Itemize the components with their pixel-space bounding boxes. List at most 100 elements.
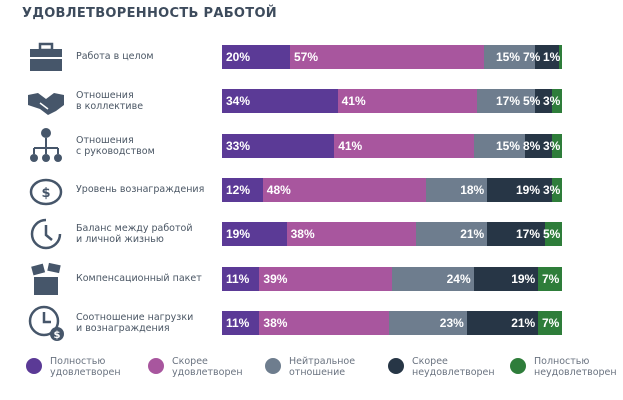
data-label: 48% (266, 183, 291, 197)
data-label: 12% (226, 183, 251, 197)
legend-label: Скорее неудовлетворен (412, 356, 495, 378)
legend-swatch (148, 358, 164, 374)
data-label: 17% (496, 94, 521, 108)
category-label: Баланс между работой и личной жизнью (76, 223, 216, 245)
bar-segment (426, 178, 488, 202)
chart-row: $ Уровень вознаграждения 12% 48% 18% 19% 3% (0, 170, 623, 210)
data-label: 15% (496, 50, 521, 64)
data-label: 23% (439, 316, 464, 330)
bar-segment (473, 267, 539, 291)
bar-segment (222, 178, 263, 202)
data-label: 33% (226, 139, 251, 153)
data-label: 5% (543, 227, 561, 241)
category-label-line: в коллективе (76, 101, 144, 112)
category-label: Работа в целом (76, 51, 216, 62)
briefcase-icon (30, 42, 62, 71)
chart-row: Работа в целом 20% 57% 15% 7% 1% (0, 37, 623, 77)
chart-row: Баланс между работой и личной жизнью 19% 38… (0, 214, 623, 254)
bar-segment (222, 222, 287, 246)
bar-segment (222, 134, 335, 158)
svg-text:$: $ (54, 330, 61, 341)
category-label: Отношения в коллективе (76, 90, 216, 112)
bar-segment (259, 311, 389, 335)
data-label: 7% (542, 316, 560, 330)
data-label: 1% (543, 50, 561, 64)
legend-swatch (388, 358, 404, 374)
stacked-bar: 20% 57% 15% 7% 1% (222, 45, 562, 69)
data-label: 3% (543, 139, 561, 153)
stacked-bar: 33% 41% 15% 8% 3% (222, 134, 562, 158)
package-icon (31, 262, 61, 295)
bar-segment (259, 267, 392, 291)
bar-segment (538, 311, 562, 335)
data-label: 17% (516, 227, 541, 241)
clock-money-icon: $ (28, 305, 64, 341)
legend-item: Полностью удовлетворен (26, 356, 122, 378)
category-label: Соотношение нагрузки и вознаграждения (76, 312, 216, 334)
bar-segment (473, 134, 525, 158)
bar-segment (290, 45, 484, 69)
bar-segment (392, 267, 474, 291)
legend-label-line: Скорее (412, 356, 448, 367)
data-label: 19% (516, 183, 541, 197)
category-label-line: Баланс между работой (76, 223, 193, 234)
bar-segment (415, 222, 488, 246)
data-label: 3% (543, 183, 561, 197)
legend-label-line: удовлетворен (172, 367, 243, 378)
svg-text:$: $ (41, 186, 50, 201)
stacked-bar: 34% 41% 17% 5% 3% (222, 89, 562, 113)
bar-segment (388, 311, 467, 335)
legend-label: Нейтральное отношение (289, 356, 361, 378)
category-label-line: Отношения (76, 90, 134, 101)
category-label-line: и личной жизнью (76, 234, 164, 245)
data-label: 41% (341, 94, 366, 108)
legend-swatch (26, 358, 42, 374)
data-label: 21% (511, 316, 536, 330)
bar-segment (558, 45, 562, 69)
data-label: 21% (460, 227, 485, 241)
bar-segment (551, 134, 562, 158)
bar-segment (487, 178, 552, 202)
chart-row: Отношения с руководством 33% 41% 15% 8% 3% (0, 126, 623, 166)
category-label: Уровень вознаграждения (76, 184, 216, 195)
legend-item: Полностью неудовлетворен (510, 356, 617, 378)
category-label: Отношения с руководством (76, 135, 216, 157)
legend-swatch (265, 358, 281, 374)
data-label: 15% (496, 139, 521, 153)
data-label: 38% (263, 316, 288, 330)
stacked-bar: 11% 39% 24% 19% 7% (222, 267, 562, 291)
bar-segment (286, 222, 416, 246)
data-label: 24% (446, 272, 471, 286)
data-label: 7% (523, 50, 541, 64)
legend-label-line: Полностью (50, 356, 106, 367)
data-label: 18% (460, 183, 485, 197)
org-chart-icon (30, 128, 62, 162)
stacked-bar: 11% 38% 23% 21% 7% (222, 311, 562, 335)
chart-row: $ Соотношение нагрузки и вознаграждения 11%… (0, 303, 623, 343)
legend-label-line: отношение (289, 367, 346, 378)
data-label: 39% (263, 272, 288, 286)
chart-title: УДОВЛЕТВОРЕННОСТЬ РАБОТОЙ (22, 6, 277, 21)
legend-label-line: Нейтральное (289, 356, 356, 367)
legend-label-line: неудовлетворен (534, 367, 617, 378)
bar-segment (334, 134, 474, 158)
bar-segment (534, 45, 559, 69)
stacked-bar: 19% 38% 21% 17% 5% (222, 222, 562, 246)
data-label: 11% (226, 272, 250, 286)
bar-segment (466, 311, 539, 335)
legend-label-line: Скорее (172, 356, 208, 367)
bar-segment (551, 178, 562, 202)
legend-label: Скорее удовлетворен (172, 356, 244, 378)
category-label: Компенсационный пакет (76, 273, 216, 284)
category-label-line: Соотношение нагрузки (76, 312, 194, 323)
chart-row: Компенсационный пакет 11% 39% 24% 19% 7% (0, 259, 623, 299)
data-label: 41% (338, 139, 363, 153)
stacked-bar: 12% 48% 18% 19% 3% (222, 178, 562, 202)
data-label: 19% (226, 227, 251, 241)
legend-swatch (510, 358, 526, 374)
bar-segment (545, 222, 562, 246)
legend-item: Скорее неудовлетворен (388, 356, 495, 378)
clock-icon (30, 218, 62, 250)
legend-item: Нейтральное отношение (265, 356, 361, 378)
legend-item: Скорее удовлетворен (148, 356, 244, 378)
